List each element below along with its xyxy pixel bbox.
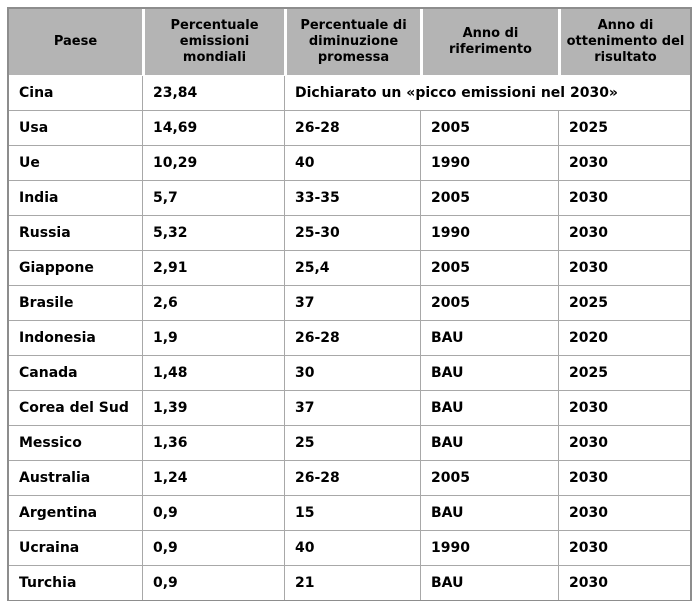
cell-perc-emissioni: 1,39 bbox=[142, 390, 284, 425]
cell-anno-riferimento: BAU bbox=[420, 355, 558, 390]
cell-perc-diminuzione: 40 bbox=[284, 145, 420, 180]
table-row-ucraina: Ucraina 0,9 40 1990 2030 bbox=[9, 530, 690, 565]
cell-perc-emissioni: 5,7 bbox=[142, 180, 284, 215]
cell-perc-diminuzione: 25-30 bbox=[284, 215, 420, 250]
cell-anno-ottenimento: 2025 bbox=[558, 355, 690, 390]
cell-paese: Indonesia bbox=[9, 320, 142, 355]
cell-paese: Ue bbox=[9, 145, 142, 180]
table-header: Paese Percentuale emissioni mondiali Per… bbox=[9, 9, 690, 76]
cell-anno-riferimento: 2005 bbox=[420, 110, 558, 145]
cell-anno-riferimento: BAU bbox=[420, 390, 558, 425]
cell-anno-ottenimento: 2030 bbox=[558, 565, 690, 600]
cell-perc-diminuzione: 40 bbox=[284, 530, 420, 565]
cell-paese: Usa bbox=[9, 110, 142, 145]
cell-anno-ottenimento: 2030 bbox=[558, 460, 690, 495]
cell-perc-emissioni: 10,29 bbox=[142, 145, 284, 180]
table-row-corea-del-sud: Corea del Sud 1,39 37 BAU 2030 bbox=[9, 390, 690, 425]
cell-paese: Australia bbox=[9, 460, 142, 495]
cell-perc-diminuzione: 25 bbox=[284, 425, 420, 460]
cell-anno-ottenimento: 2025 bbox=[558, 110, 690, 145]
cell-paese: Corea del Sud bbox=[9, 390, 142, 425]
cell-anno-ottenimento: 2025 bbox=[558, 285, 690, 320]
table-row-cina: Cina 23,84 Dichiarato un «picco emission… bbox=[9, 76, 690, 110]
cell-anno-riferimento: BAU bbox=[420, 425, 558, 460]
cell-anno-ottenimento: 2030 bbox=[558, 250, 690, 285]
cell-anno-ottenimento: 2030 bbox=[558, 390, 690, 425]
column-header-percentuale-emissioni: Percentuale emissioni mondiali bbox=[142, 9, 284, 76]
cell-perc-emissioni: 0,9 bbox=[142, 565, 284, 600]
cell-paese: Argentina bbox=[9, 495, 142, 530]
cell-anno-riferimento: BAU bbox=[420, 495, 558, 530]
cell-perc-diminuzione: 15 bbox=[284, 495, 420, 530]
cell-anno-riferimento: BAU bbox=[420, 320, 558, 355]
table-body: Cina 23,84 Dichiarato un «picco emission… bbox=[9, 76, 690, 600]
cell-perc-emissioni: 1,48 bbox=[142, 355, 284, 390]
cell-anno-ottenimento: 2030 bbox=[558, 495, 690, 530]
cell-perc-diminuzione: 33-35 bbox=[284, 180, 420, 215]
cell-anno-ottenimento: 2030 bbox=[558, 425, 690, 460]
cell-anno-riferimento: 2005 bbox=[420, 460, 558, 495]
table-row-turchia: Turchia 0,9 21 BAU 2030 bbox=[9, 565, 690, 600]
cell-paese: Messico bbox=[9, 425, 142, 460]
cell-paese: Brasile bbox=[9, 285, 142, 320]
table-row-australia: Australia 1,24 26-28 2005 2030 bbox=[9, 460, 690, 495]
cell-cina-note: Dichiarato un «picco emissioni nel 2030» bbox=[284, 76, 690, 110]
cell-perc-emissioni: 1,36 bbox=[142, 425, 284, 460]
cell-anno-riferimento: 2005 bbox=[420, 250, 558, 285]
table-row-usa: Usa 14,69 26-28 2005 2025 bbox=[9, 110, 690, 145]
cell-perc-diminuzione: 37 bbox=[284, 285, 420, 320]
column-header-anno-ottenimento: Anno di ottenimento del risultato bbox=[558, 9, 690, 76]
table-row-canada: Canada 1,48 30 BAU 2025 bbox=[9, 355, 690, 390]
column-header-percentuale-diminuzione: Percentuale di diminuzione promessa bbox=[284, 9, 420, 76]
cell-anno-riferimento: 1990 bbox=[420, 215, 558, 250]
table-row-ue: Ue 10,29 40 1990 2030 bbox=[9, 145, 690, 180]
cell-paese: Giappone bbox=[9, 250, 142, 285]
cell-paese: India bbox=[9, 180, 142, 215]
cell-anno-ottenimento: 2020 bbox=[558, 320, 690, 355]
cell-perc-emissioni: 0,9 bbox=[142, 530, 284, 565]
cell-perc-emissioni: 1,24 bbox=[142, 460, 284, 495]
cell-perc-diminuzione: 26-28 bbox=[284, 110, 420, 145]
cell-perc-diminuzione: 21 bbox=[284, 565, 420, 600]
cell-anno-riferimento: 1990 bbox=[420, 145, 558, 180]
cell-anno-riferimento: 2005 bbox=[420, 180, 558, 215]
cell-perc-diminuzione: 26-28 bbox=[284, 320, 420, 355]
cell-perc-diminuzione: 25,4 bbox=[284, 250, 420, 285]
cell-anno-ottenimento: 2030 bbox=[558, 530, 690, 565]
table-row-russia: Russia 5,32 25-30 1990 2030 bbox=[9, 215, 690, 250]
header-row: Paese Percentuale emissioni mondiali Per… bbox=[9, 9, 690, 76]
cell-perc-diminuzione: 37 bbox=[284, 390, 420, 425]
cell-perc-emissioni: 1,9 bbox=[142, 320, 284, 355]
table-row-indonesia: Indonesia 1,9 26-28 BAU 2020 bbox=[9, 320, 690, 355]
cell-perc-emissioni: 2,6 bbox=[142, 285, 284, 320]
column-header-paese: Paese bbox=[9, 9, 142, 76]
table-row-messico: Messico 1,36 25 BAU 2030 bbox=[9, 425, 690, 460]
cell-perc-emissioni: 23,84 bbox=[142, 76, 284, 110]
cell-perc-emissioni: 0,9 bbox=[142, 495, 284, 530]
cell-anno-ottenimento: 2030 bbox=[558, 180, 690, 215]
table-row-brasile: Brasile 2,6 37 2005 2025 bbox=[9, 285, 690, 320]
cell-anno-riferimento: BAU bbox=[420, 565, 558, 600]
cell-paese: Cina bbox=[19, 85, 54, 101]
column-header-anno-riferimento: Anno di riferimento bbox=[420, 9, 558, 76]
cell-perc-diminuzione: 26-28 bbox=[284, 460, 420, 495]
cell-anno-riferimento: 1990 bbox=[420, 530, 558, 565]
cell-paese: Russia bbox=[9, 215, 142, 250]
cell-paese: Ucraina bbox=[9, 530, 142, 565]
table-row-india: India 5,7 33-35 2005 2030 bbox=[9, 180, 690, 215]
cell-anno-riferimento: 2005 bbox=[420, 285, 558, 320]
cell-anno-ottenimento: 2030 bbox=[558, 215, 690, 250]
table-row-giappone: Giappone 2,91 25,4 2005 2030 bbox=[9, 250, 690, 285]
table-row-argentina: Argentina 0,9 15 BAU 2030 bbox=[9, 495, 690, 530]
cell-paese: Turchia bbox=[9, 565, 142, 600]
emissions-table: Paese Percentuale emissioni mondiali Per… bbox=[7, 7, 692, 601]
cell-perc-emissioni: 5,32 bbox=[142, 215, 284, 250]
cell-perc-emissioni: 2,91 bbox=[142, 250, 284, 285]
cell-paese: Canada bbox=[9, 355, 142, 390]
cell-anno-ottenimento: 2030 bbox=[558, 145, 690, 180]
cell-perc-emissioni: 14,69 bbox=[142, 110, 284, 145]
cell-perc-diminuzione: 30 bbox=[284, 355, 420, 390]
